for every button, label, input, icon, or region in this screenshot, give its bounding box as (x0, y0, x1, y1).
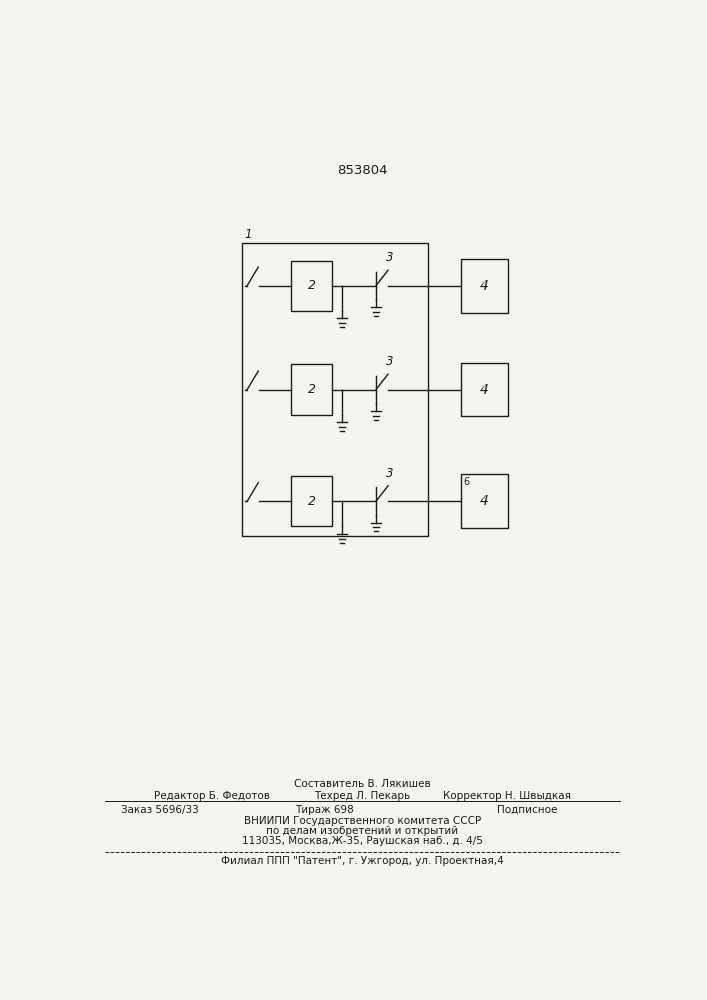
Text: 1: 1 (244, 228, 252, 241)
Text: Тираж 698: Тираж 698 (295, 805, 354, 815)
Text: по делам изобретений и открытий: по делам изобретений и открытий (267, 826, 458, 836)
Text: 4: 4 (480, 494, 489, 508)
Text: ВНИИПИ Государственного комитета СССР: ВНИИПИ Государственного комитета СССР (244, 816, 481, 826)
Text: Заказ 5696/33: Заказ 5696/33 (122, 805, 199, 815)
Text: 3: 3 (386, 467, 393, 480)
Text: Филиал ППП "Патент", г. Ужгород, ул. Проектная,4: Филиал ППП "Патент", г. Ужгород, ул. Про… (221, 856, 503, 866)
Bar (291, 261, 332, 311)
Text: 6: 6 (463, 477, 469, 487)
Bar (461, 363, 508, 416)
Text: Корректор Н. Швыдкая: Корректор Н. Швыдкая (443, 791, 571, 801)
Text: Составитель В. Лякишев: Составитель В. Лякишев (294, 779, 431, 789)
Text: 2: 2 (308, 495, 315, 508)
Bar (461, 259, 508, 312)
Text: 113035, Москва,Ж-35, Раушская наб., д. 4/5: 113035, Москва,Ж-35, Раушская наб., д. 4… (242, 836, 483, 846)
Text: 4: 4 (480, 279, 489, 293)
Bar (461, 474, 508, 528)
Text: 2: 2 (308, 279, 315, 292)
Text: Редактор Б. Федотов: Редактор Б. Федотов (154, 791, 270, 801)
Text: 4: 4 (480, 382, 489, 396)
Text: Подписное: Подписное (496, 805, 557, 815)
Text: 3: 3 (386, 251, 393, 264)
Bar (291, 364, 332, 415)
Text: 3: 3 (386, 355, 393, 368)
Bar (291, 476, 332, 526)
Text: Техред Л. Пекарь: Техред Л. Пекарь (314, 791, 411, 801)
Text: 853804: 853804 (337, 164, 387, 177)
Bar (242, 243, 428, 536)
Text: 2: 2 (308, 383, 315, 396)
